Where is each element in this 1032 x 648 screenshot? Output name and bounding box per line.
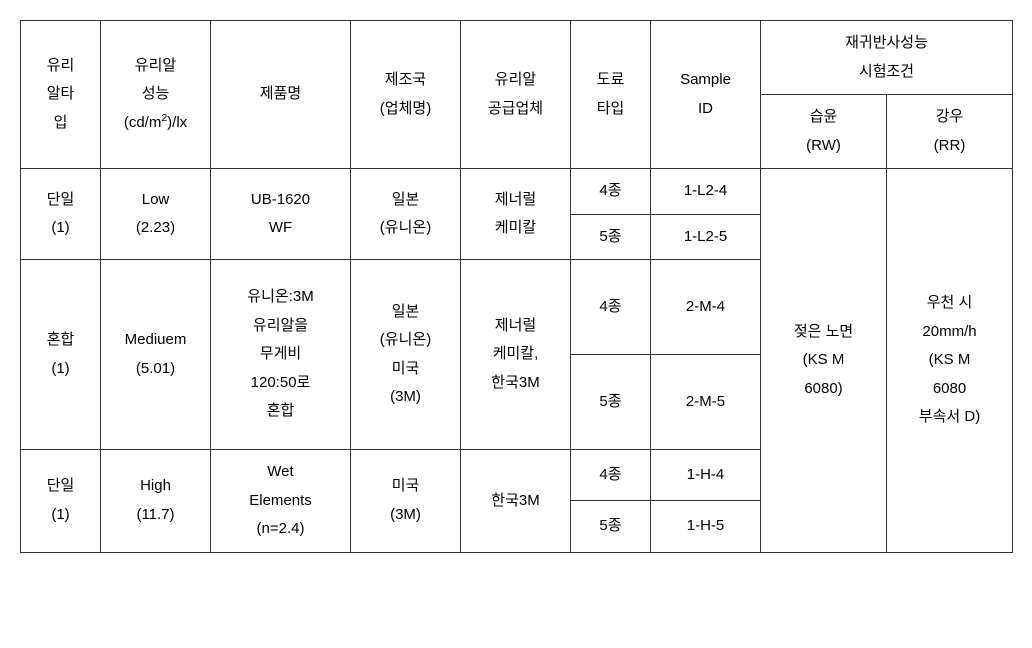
cell-country: 미국 (3M) (351, 450, 461, 553)
cell-sample-id: 1-H-5 (651, 501, 761, 552)
cell-paint-type: 4종 (571, 450, 651, 501)
header-glass-type: 유리 알타 입 (21, 21, 101, 169)
cell-performance: Low (2.23) (101, 169, 211, 260)
header-product: 제품명 (211, 21, 351, 169)
cell-glass-type: 단일 (1) (21, 169, 101, 260)
cell-paint-type: 4종 (571, 260, 651, 355)
cell-sample-id: 1-H-4 (651, 450, 761, 501)
header-country: 제조국 (업체명) (351, 21, 461, 169)
cell-sample-id: 1-L2-4 (651, 169, 761, 215)
cell-sample-id: 1-L2-5 (651, 214, 761, 260)
header-supplier: 유리알 공급업체 (461, 21, 571, 169)
header-performance: 유리알성능(cd/m2)/lx (101, 21, 211, 169)
cell-rr-condition: 우천 시 20mm/h (KS M 6080 부속서 D) (887, 169, 1013, 553)
cell-product: UB-1620 WF (211, 169, 351, 260)
cell-rw-condition: 젖은 노면 (KS M 6080) (761, 169, 887, 553)
cell-paint-type: 5종 (571, 214, 651, 260)
table-body: 단일 (1) Low (2.23) UB-1620 WF 일본 (유니온) 제너… (21, 169, 1013, 553)
cell-product: 유니온:3M 유리알을 무게비 120:50로 혼합 (211, 260, 351, 450)
cell-sample-id: 2-M-5 (651, 355, 761, 450)
cell-paint-type: 4종 (571, 169, 651, 215)
cell-product: Wet Elements (n=2.4) (211, 450, 351, 553)
cell-country: 일본 (유니온) (351, 169, 461, 260)
cell-supplier: 제너럴 케미칼, 한국3M (461, 260, 571, 450)
cell-supplier: 제너럴 케미칼 (461, 169, 571, 260)
cell-glass-type: 단일 (1) (21, 450, 101, 553)
header-sample-id: Sample ID (651, 21, 761, 169)
header-row-1: 유리 알타 입 유리알성능(cd/m2)/lx 제품명 제조국 (업체명) 유리… (21, 21, 1013, 95)
cell-country: 일본 (유니온) 미국 (3M) (351, 260, 461, 450)
cell-sample-id: 2-M-4 (651, 260, 761, 355)
header-rw: 습윤 (RW) (761, 95, 887, 169)
cell-glass-type: 혼합 (1) (21, 260, 101, 450)
cell-paint-type: 5종 (571, 501, 651, 552)
table-header: 유리 알타 입 유리알성능(cd/m2)/lx 제품명 제조국 (업체명) 유리… (21, 21, 1013, 169)
header-test-conditions-group: 재귀반사성능 시험조건 (761, 21, 1013, 95)
cell-supplier: 한국3M (461, 450, 571, 553)
cell-performance: Mediuem (5.01) (101, 260, 211, 450)
cell-performance: High (11.7) (101, 450, 211, 553)
header-paint-type: 도료 타입 (571, 21, 651, 169)
cell-paint-type: 5종 (571, 355, 651, 450)
header-rr: 강우 (RR) (887, 95, 1013, 169)
table-row: 단일 (1) Low (2.23) UB-1620 WF 일본 (유니온) 제너… (21, 169, 1013, 215)
retroreflective-test-table: 유리 알타 입 유리알성능(cd/m2)/lx 제품명 제조국 (업체명) 유리… (20, 20, 1013, 553)
